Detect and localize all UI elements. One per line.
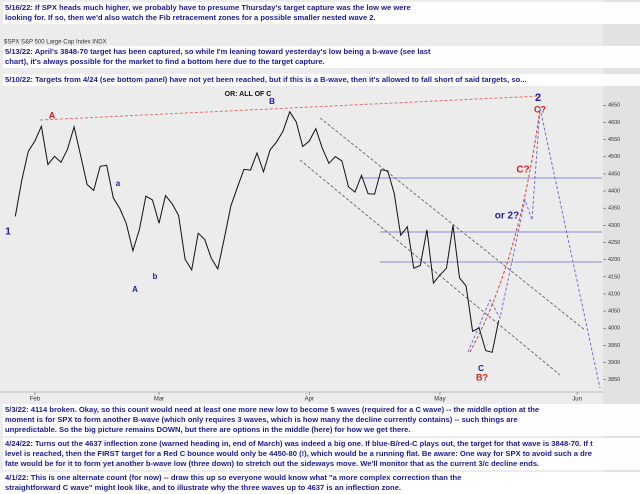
y-tick-label: 4600: [608, 120, 620, 126]
price-axis-strip: [603, 0, 640, 473]
annotation: C?: [516, 165, 529, 176]
note-line: looking for. If so, then we'd also watch…: [5, 13, 376, 22]
y-tick-label: 4050: [608, 309, 620, 315]
note-line: 5/3/22: 4114 broken. Okay, so this count…: [5, 405, 540, 414]
y-tick-label: 4100: [608, 291, 620, 297]
y-tick-label: 4000: [608, 326, 620, 332]
trend-line: [39, 95, 541, 121]
note: 5/13/22: April's 3848-70 target has been…: [3, 46, 640, 68]
channel-line: [299, 159, 561, 376]
projection-path: [469, 107, 541, 353]
annotation: OR: ALL OF C: [225, 91, 272, 98]
x-tick-label: May: [434, 397, 445, 403]
chart-title: $SPX S&P 500 Large Cap Index INDX: [4, 40, 107, 46]
annotation: C?: [534, 104, 546, 114]
y-tick-label: 4300: [608, 223, 620, 229]
y-tick-label: 4200: [608, 257, 620, 263]
annotation: B: [269, 97, 275, 106]
x-tick-label: Mar: [154, 397, 164, 403]
price-line: [14, 110, 500, 353]
annotation: 1: [5, 227, 11, 238]
chart: $SPX S&P 500 Large Cap Index INDX OR: AL…: [0, 0, 640, 473]
note: 4/24/22: Turns out the 4637 inflection z…: [3, 438, 640, 470]
y-tick-label: 4450: [608, 171, 620, 177]
note-line: 5/16/22: If SPX heads much higher, we pr…: [5, 3, 411, 12]
y-tick-label: 4400: [608, 188, 620, 194]
annotation: A: [132, 285, 138, 294]
y-tick-label: 3900: [608, 360, 620, 366]
y-tick-label: 4550: [608, 137, 620, 143]
note: 4/1/22: This is one alternate count (for…: [3, 472, 640, 494]
annotation: B?: [476, 372, 488, 382]
note-line: 5/10/22: Targets from 4/24 (see bottom p…: [5, 75, 527, 84]
note: 5/10/22: Targets from 4/24 (see bottom p…: [3, 74, 640, 86]
projection-path: [467, 107, 541, 353]
projection-path: [539, 107, 601, 389]
note-line: level is reached, then the FIRST target …: [5, 449, 592, 458]
note-line: fate would be for it to form yet another…: [5, 459, 540, 468]
y-tick-label: 4350: [608, 206, 620, 212]
note-line: 4/24/22: Turns out the 4637 inflection z…: [5, 439, 593, 448]
annotation: or 2?: [495, 211, 519, 222]
annotation: C: [478, 364, 484, 373]
note-line: moment is for SPX to form another B-wave…: [5, 415, 518, 424]
annotation: 2: [535, 92, 541, 104]
chart-background: [0, 0, 640, 473]
y-tick-label: 4250: [608, 240, 620, 246]
x-tick-label: Feb: [30, 397, 41, 403]
x-tick-label: Jun: [572, 397, 582, 403]
x-tick-label: Apr: [305, 397, 314, 403]
y-tick-label: 4500: [608, 154, 620, 160]
annotation: a: [116, 179, 121, 188]
channel-line: [319, 117, 586, 331]
y-tick-label: 3950: [608, 343, 620, 349]
y-tick-label: 4150: [608, 274, 620, 280]
annotation: b: [153, 272, 158, 281]
note: 5/16/22: If SPX heads much higher, we pr…: [3, 2, 640, 24]
annotation: A: [49, 110, 56, 120]
note-line: unpredictable. So the big picture remain…: [5, 425, 411, 434]
note-line: 5/13/22: April's 3848-70 target has been…: [5, 47, 431, 56]
note-line: chart), it's always possible for the mar…: [5, 57, 325, 66]
y-tick-label: 3850: [608, 377, 620, 383]
note: 5/3/22: 4114 broken. Okay, so this count…: [3, 404, 640, 436]
y-tick-label: 4650: [608, 103, 620, 109]
note-line: 4/1/22: This is one alternate count (for…: [5, 473, 462, 482]
note-line: straightforward C wave" might look like,…: [5, 483, 402, 492]
